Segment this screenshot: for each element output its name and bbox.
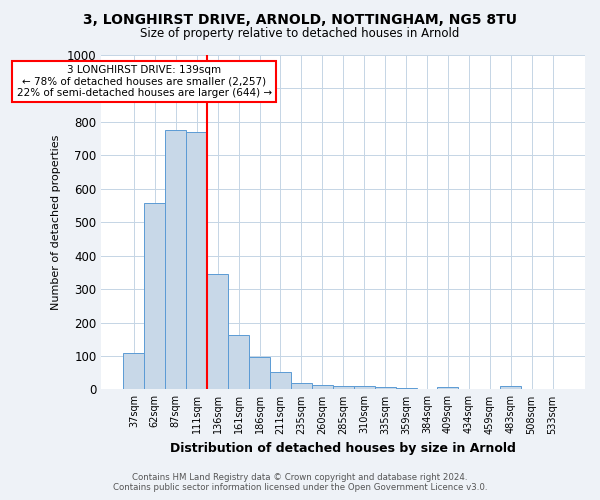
- Bar: [354, 386, 374, 390]
- Bar: [166, 130, 186, 390]
- Bar: [312, 385, 333, 390]
- Bar: [333, 386, 354, 390]
- Bar: [374, 387, 395, 390]
- Bar: [291, 384, 312, 390]
- Bar: [395, 388, 416, 390]
- Bar: [500, 386, 521, 390]
- Bar: [124, 352, 145, 390]
- Bar: [207, 274, 228, 390]
- Bar: [145, 203, 166, 390]
- Bar: [249, 357, 270, 390]
- X-axis label: Distribution of detached houses by size in Arnold: Distribution of detached houses by size …: [170, 442, 516, 455]
- Text: 3 LONGHIRST DRIVE: 139sqm
← 78% of detached houses are smaller (2,257)
22% of se: 3 LONGHIRST DRIVE: 139sqm ← 78% of detac…: [17, 65, 272, 98]
- Y-axis label: Number of detached properties: Number of detached properties: [52, 134, 61, 310]
- Text: Contains HM Land Registry data © Crown copyright and database right 2024.
Contai: Contains HM Land Registry data © Crown c…: [113, 473, 487, 492]
- Text: Size of property relative to detached houses in Arnold: Size of property relative to detached ho…: [140, 28, 460, 40]
- Bar: [270, 372, 291, 390]
- Bar: [186, 132, 207, 390]
- Bar: [437, 387, 458, 390]
- Bar: [228, 335, 249, 390]
- Text: 3, LONGHIRST DRIVE, ARNOLD, NOTTINGHAM, NG5 8TU: 3, LONGHIRST DRIVE, ARNOLD, NOTTINGHAM, …: [83, 12, 517, 26]
